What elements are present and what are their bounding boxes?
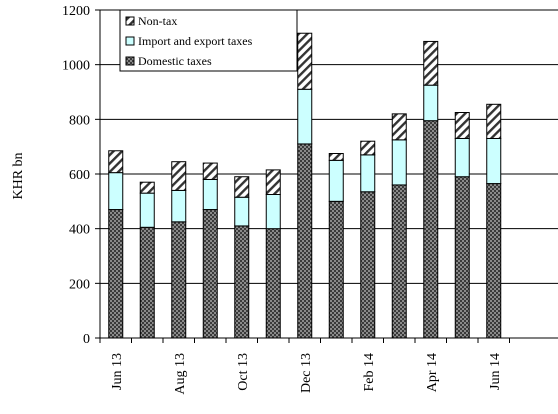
y-tick-label: 400 xyxy=(69,223,90,238)
bar-non-tax xyxy=(391,113,407,141)
bar-non-tax xyxy=(139,181,155,194)
y-tick-label: 1000 xyxy=(62,59,90,74)
bar-domestic-taxes xyxy=(139,226,155,339)
x-tick-label: Oct 13 xyxy=(236,353,251,391)
bar-import-export-taxes xyxy=(202,178,218,211)
bar-domestic-taxes xyxy=(328,200,344,339)
y-tick-label: 0 xyxy=(83,332,90,347)
bar-non-tax xyxy=(234,176,250,198)
bar-non-tax xyxy=(423,40,439,86)
bar-import-export-taxes xyxy=(234,196,250,227)
bar-domestic-taxes xyxy=(360,191,376,339)
legend: Non-tax Import and export taxes Domestic… xyxy=(119,9,298,72)
bar-stack xyxy=(486,103,502,339)
bar-import-export-taxes xyxy=(328,159,344,202)
legend-swatch-import-export xyxy=(125,36,135,46)
bar-domestic-taxes xyxy=(486,183,502,339)
bar-import-export-taxes xyxy=(391,139,407,186)
bar-domestic-taxes xyxy=(171,221,187,339)
x-tick-label: Apr 14 xyxy=(425,353,440,392)
legend-label-import-export: Import and export taxes xyxy=(138,34,253,48)
bar-import-export-taxes xyxy=(423,84,439,122)
bar-import-export-taxes xyxy=(139,192,155,228)
bar-domestic-taxes xyxy=(265,228,281,339)
legend-box xyxy=(119,9,298,72)
bar-stack xyxy=(171,161,187,339)
bar-non-tax xyxy=(171,161,187,191)
y-tick-label: 600 xyxy=(69,168,90,183)
y-tick-label: 200 xyxy=(69,277,90,292)
bar-non-tax xyxy=(202,162,218,180)
bar-stack xyxy=(328,153,344,339)
bar-stack xyxy=(423,40,439,339)
y-tick-label: 800 xyxy=(69,113,90,128)
bar-stacks xyxy=(108,32,502,339)
bar-non-tax xyxy=(360,140,376,156)
x-tick-label: Dec 13 xyxy=(299,353,314,393)
bar-import-export-taxes xyxy=(360,154,376,193)
bar-stack xyxy=(454,112,470,339)
bar-non-tax xyxy=(265,169,281,195)
bar-non-tax xyxy=(328,153,344,161)
bar-import-export-taxes xyxy=(486,137,502,185)
x-tick-label: Aug 13 xyxy=(173,353,188,395)
bar-domestic-taxes xyxy=(202,209,218,339)
legend-swatch-non-tax xyxy=(125,16,135,26)
bar-stack xyxy=(139,181,155,339)
legend-swatch-domestic xyxy=(125,56,135,66)
bar-stack xyxy=(391,113,407,339)
bar-stack xyxy=(202,162,218,339)
bar-domestic-taxes xyxy=(108,209,124,339)
bar-import-export-taxes xyxy=(171,189,187,223)
bar-domestic-taxes xyxy=(234,225,250,339)
bar-domestic-taxes xyxy=(423,120,439,339)
bar-domestic-taxes xyxy=(454,176,470,339)
bar-stack xyxy=(297,32,313,339)
x-tick-label: Jun 13 xyxy=(110,353,125,390)
bar-domestic-taxes xyxy=(391,184,407,339)
bar-domestic-taxes xyxy=(297,143,313,339)
bar-import-export-taxes xyxy=(108,172,124,211)
bar-stack xyxy=(265,169,281,339)
bar-non-tax xyxy=(108,150,124,174)
x-axis-ticks: Jun 13 Aug 13 Oct 13 Dec 13 Feb 14 Apr 14 Jun … xyxy=(99,338,510,395)
bar-stack xyxy=(360,140,376,339)
bar-non-tax xyxy=(454,112,470,139)
bar-stack xyxy=(108,150,124,339)
bar-import-export-taxes xyxy=(297,88,313,145)
y-tick-label: 1200 xyxy=(62,4,90,19)
y-axis-title: KHR bn xyxy=(11,152,26,199)
x-tick-label: Jun 14 xyxy=(488,353,503,390)
bar-import-export-taxes xyxy=(454,137,470,178)
legend-label-domestic: Domestic taxes xyxy=(138,54,212,68)
legend-label-non-tax: Non-tax xyxy=(138,14,177,28)
bar-stack xyxy=(234,176,250,339)
x-tick-label: Feb 14 xyxy=(362,353,377,392)
bar-non-tax xyxy=(297,32,313,90)
y-axis-ticks: 0 200 400 600 800 1000 1200 xyxy=(62,4,100,347)
bar-import-export-taxes xyxy=(265,194,281,230)
bar-non-tax xyxy=(486,103,502,139)
